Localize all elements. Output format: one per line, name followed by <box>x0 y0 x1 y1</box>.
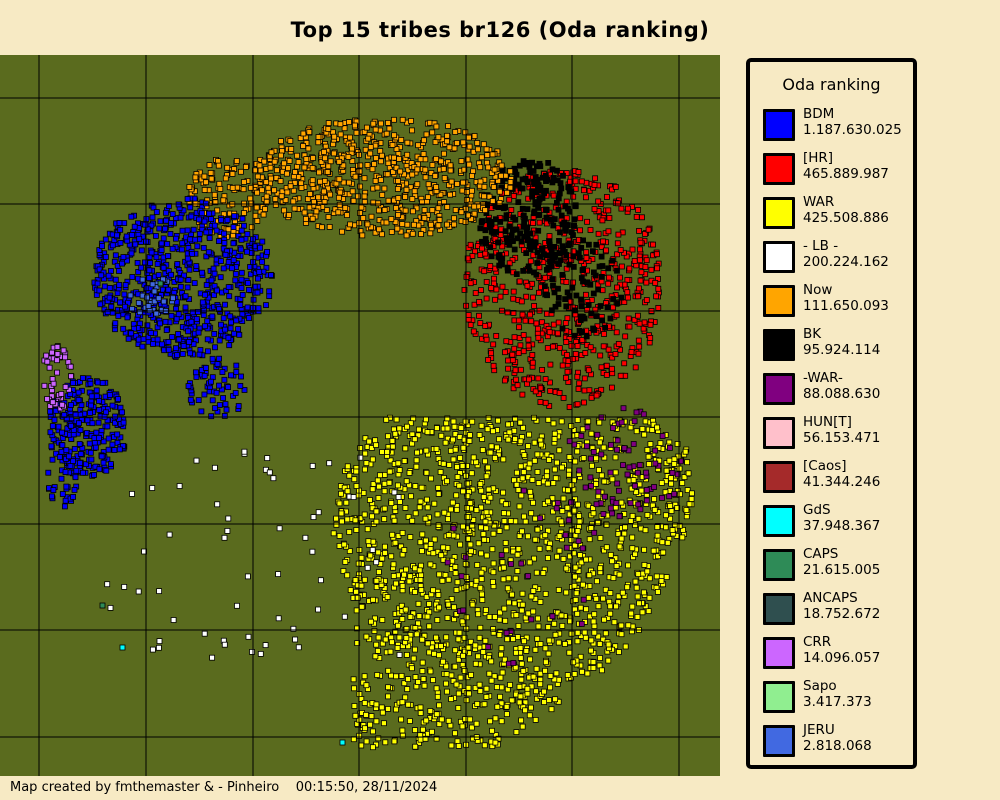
legend-item-gds: GdS 37.948.367 <box>759 502 909 545</box>
legend-item-caos: [Caos] 41.344.246 <box>759 458 909 501</box>
legend-tribe-value: 465.889.987 <box>803 166 889 182</box>
legend-tribe-name: JERU <box>803 722 835 738</box>
legend-item-hunt: HUN[T] 56.153.471 <box>759 414 909 457</box>
legend-tribe-value: 425.508.886 <box>803 210 889 226</box>
legend-item-bk: BK 95.924.114 <box>759 326 909 369</box>
legend-item-sapo: Sapo 3.417.373 <box>759 678 909 721</box>
legend-tribe-value: 95.924.114 <box>803 342 881 358</box>
legend-tribe-name: BDM <box>803 106 835 122</box>
legend-tribe-name: [HR] <box>803 150 834 166</box>
legend-item-bdm: BDM 1.187.630.025 <box>759 106 909 149</box>
legend-item-caps: CAPS 21.615.005 <box>759 546 909 589</box>
legend-item-hr: [HR] 465.889.987 <box>759 150 909 193</box>
legend-tribe-name: WAR <box>803 194 835 210</box>
legend: Oda ranking BDM 1.187.630.025 [HR] 465.8… <box>746 58 917 769</box>
legend-tribe-value: 88.088.630 <box>803 386 881 402</box>
legend-swatch <box>763 285 795 317</box>
legend-swatch <box>763 153 795 185</box>
legend-item-war: WAR 425.508.886 <box>759 194 909 237</box>
legend-swatch <box>763 417 795 449</box>
legend-tribe-value: 2.818.068 <box>803 738 872 754</box>
legend-tribe-value: 18.752.672 <box>803 606 881 622</box>
legend-tribe-name: -WAR- <box>803 370 843 386</box>
legend-tribe-value: 111.650.093 <box>803 298 889 314</box>
legend-tribe-name: HUN[T] <box>803 414 852 430</box>
legend-tribe-name: ANCAPS <box>803 590 858 606</box>
legend-tribe-value: 1.187.630.025 <box>803 122 902 138</box>
legend-tribe-name: CAPS <box>803 546 839 562</box>
legend-swatch <box>763 637 795 669</box>
legend-tribe-name: BK <box>803 326 822 342</box>
legend-swatch <box>763 549 795 581</box>
footer: Map created by fmthemaster & - Pinheiro … <box>10 780 437 795</box>
legend-tribe-value: 37.948.367 <box>803 518 881 534</box>
world-map[interactable] <box>0 55 720 776</box>
legend-swatch <box>763 197 795 229</box>
legend-swatch <box>763 373 795 405</box>
map-title: Top 15 tribes br126 (Oda ranking) <box>290 18 710 42</box>
legend-item-now: Now 111.650.093 <box>759 282 909 325</box>
legend-tribe-name: [Caos] <box>803 458 847 474</box>
footer-timestamp: 00:15:50, 28/11/2024 <box>295 780 438 795</box>
legend-swatch <box>763 681 795 713</box>
map-canvas <box>0 55 720 776</box>
legend-item-crr: CRR 14.096.057 <box>759 634 909 677</box>
legend-tribe-value: 21.615.005 <box>803 562 881 578</box>
legend-swatch <box>763 505 795 537</box>
footer-credit: Map created by fmthemaster & - Pinheiro <box>10 780 280 795</box>
legend-swatch <box>763 329 795 361</box>
legend-title: Oda ranking <box>782 75 881 94</box>
legend-swatch <box>763 109 795 141</box>
legend-swatch <box>763 241 795 273</box>
legend-item-lb: - LB - 200.224.162 <box>759 238 909 281</box>
legend-tribe-value: 41.344.246 <box>803 474 881 490</box>
legend-swatch <box>763 593 795 625</box>
legend-tribe-name: CRR <box>803 634 832 650</box>
legend-tribe-name: Now <box>803 282 833 298</box>
legend-tribe-value: 56.153.471 <box>803 430 881 446</box>
legend-tribe-value: 3.417.373 <box>803 694 872 710</box>
legend-tribe-value: 14.096.057 <box>803 650 881 666</box>
legend-tribe-name: GdS <box>803 502 831 518</box>
legend-item-war2: -WAR- 88.088.630 <box>759 370 909 413</box>
legend-swatch <box>763 725 795 757</box>
legend-item-jeru: JERU 2.818.068 <box>759 722 909 765</box>
legend-tribe-value: 200.224.162 <box>803 254 889 270</box>
legend-item-ancaps: ANCAPS 18.752.672 <box>759 590 909 633</box>
legend-tribe-name: Sapo <box>803 678 837 694</box>
legend-swatch <box>763 461 795 493</box>
legend-tribe-name: - LB - <box>803 238 839 254</box>
